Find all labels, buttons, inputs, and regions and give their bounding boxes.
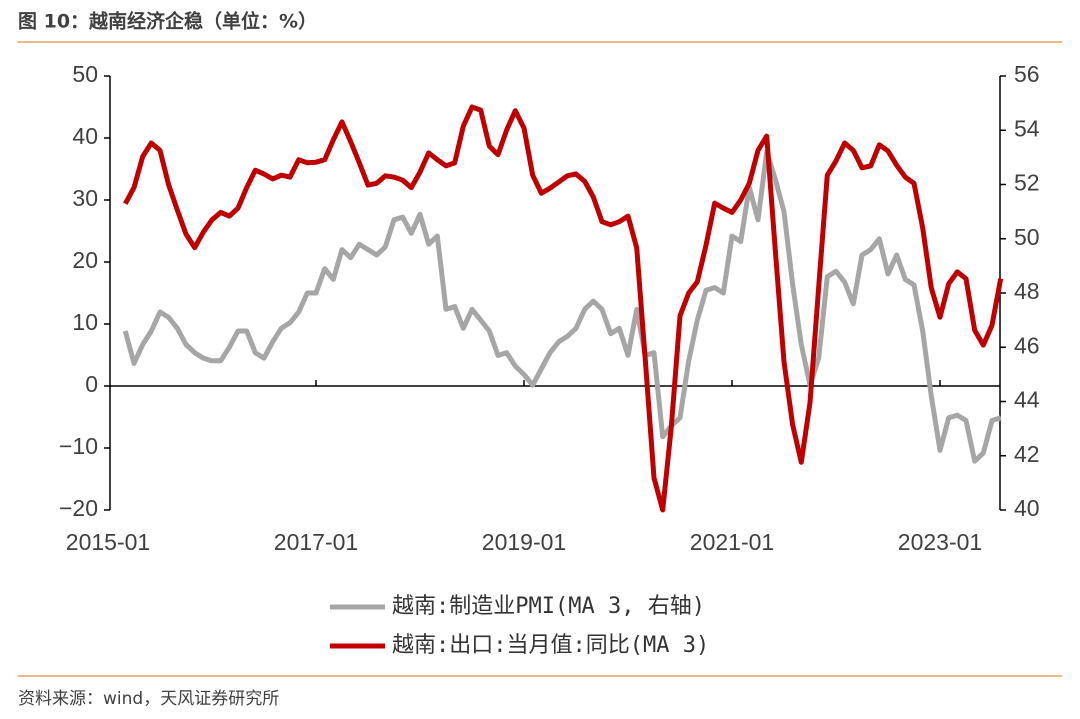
y-tick-label: 0 — [85, 371, 98, 397]
x-tick-label: 2019-01 — [482, 529, 566, 555]
x-tick-label: 2017-01 — [274, 529, 358, 555]
y2-tick-label: 54 — [1014, 115, 1040, 141]
y-tick-label: 50 — [72, 61, 98, 87]
y2-tick-label: 40 — [1014, 495, 1040, 521]
legend-label: 越南:制造业PMI(MA 3, 右轴) — [392, 594, 705, 619]
x-tick-label: 2021-01 — [690, 529, 774, 555]
series-line — [123, 104, 1004, 513]
x-tick-label: 2023-01 — [898, 529, 982, 555]
y-tick-label: 40 — [72, 123, 98, 149]
y2-tick-label: 56 — [1014, 61, 1040, 87]
chart-title: 图 10：越南经济企稳（单位：%） — [18, 10, 317, 33]
x-tick-label: 2015-01 — [66, 529, 150, 555]
y2-tick-label: 48 — [1014, 278, 1040, 304]
y-tick-label: −20 — [59, 495, 98, 521]
y2-tick-label: 50 — [1014, 224, 1040, 250]
y-tick-label: 20 — [72, 247, 98, 273]
series-line — [122, 149, 1002, 464]
y2-tick-label: 52 — [1014, 170, 1040, 196]
y-tick-label: −10 — [59, 433, 98, 459]
y-tick-label: 10 — [72, 309, 98, 335]
y2-tick-label: 46 — [1014, 332, 1040, 358]
y2-tick-label: 42 — [1014, 441, 1040, 467]
legend-label: 越南:出口:当月值:同比(MA 3) — [392, 633, 709, 658]
source-note: 资料来源：wind，天风证券研究所 — [18, 689, 279, 709]
y2-tick-label: 44 — [1014, 387, 1040, 413]
y-tick-label: 30 — [72, 185, 98, 211]
